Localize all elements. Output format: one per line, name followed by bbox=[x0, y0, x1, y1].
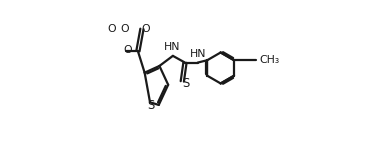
Text: O: O bbox=[124, 46, 132, 55]
Text: O: O bbox=[142, 24, 150, 34]
Text: S: S bbox=[182, 77, 189, 90]
Text: HN: HN bbox=[190, 49, 207, 59]
Text: HN: HN bbox=[164, 42, 181, 52]
Text: CH₃: CH₃ bbox=[260, 55, 280, 65]
Text: S: S bbox=[147, 99, 154, 112]
Text: O: O bbox=[120, 24, 129, 34]
Text: O: O bbox=[108, 24, 116, 34]
